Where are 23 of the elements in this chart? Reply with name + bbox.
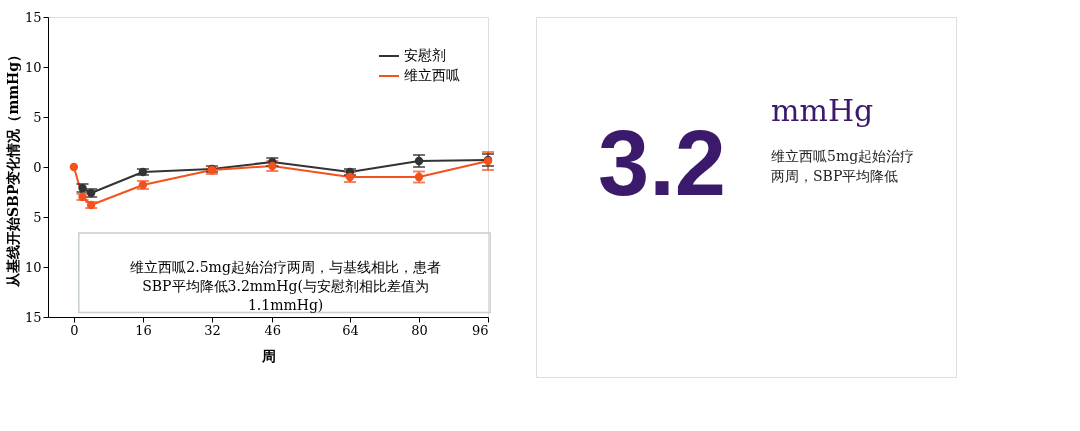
y-tick-label: 15 xyxy=(24,309,42,325)
y-tick-label: 5 xyxy=(33,209,42,225)
legend-label: 安慰剂 xyxy=(404,47,446,63)
x-tick-label: 46 xyxy=(264,322,282,338)
legend-label: 维立西呱 xyxy=(404,67,460,83)
y-tick-label: 10 xyxy=(24,59,42,75)
y-tick-label: 5 xyxy=(33,109,42,125)
y-tick-label: 10 xyxy=(24,259,42,275)
text: mmHg xyxy=(771,93,874,128)
text: 维立西呱5mg起始治疗两周，SBP平均降低 xyxy=(771,148,915,184)
x-tick-label: 32 xyxy=(204,322,221,338)
y-axis-title: 从基线开始SBP变化情况（mmHg） xyxy=(4,47,21,289)
point xyxy=(69,162,79,172)
annotation: 维立西呱2.5mg起始治疗两周，与基线相比，患者 SBP平均降低3.2mmHg(与安慰剂相比差值为 1.1mmHg) xyxy=(130,258,441,313)
x-tick-label: 16 xyxy=(135,322,152,338)
x-axis-title: 周 xyxy=(260,347,276,364)
x-tick-label: 80 xyxy=(411,322,428,338)
y-tick-label: 15 xyxy=(24,9,42,25)
text: 3.2 xyxy=(598,112,726,214)
x-tick-label: 0 xyxy=(70,322,79,338)
y-tick-label: 0 xyxy=(33,159,42,175)
x-tick-label: 64 xyxy=(342,322,359,338)
x-tick-label: 96 xyxy=(471,322,489,338)
